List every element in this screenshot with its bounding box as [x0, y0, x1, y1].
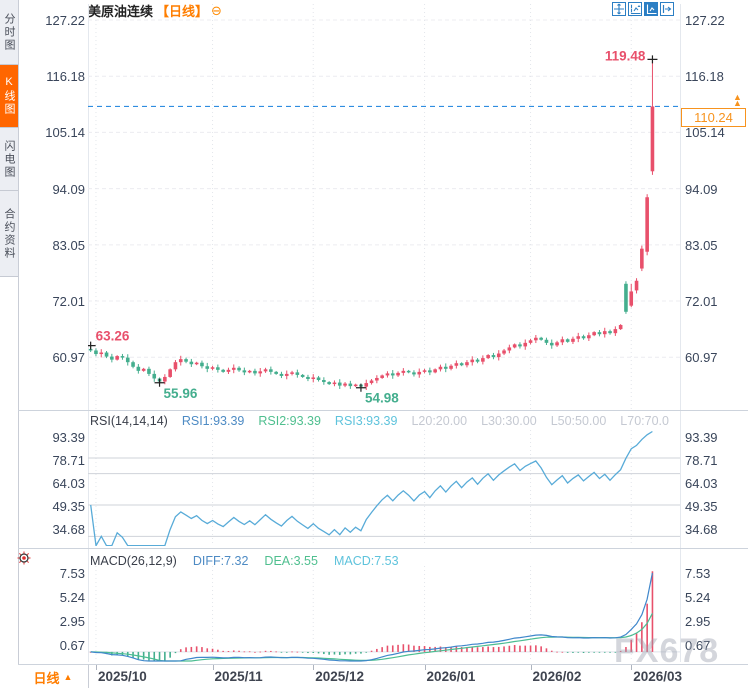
- month-tick: [212, 665, 214, 670]
- price-up-arrows: ▲ ▲: [733, 92, 742, 108]
- rsi2-value: RSI2:93.39: [258, 414, 321, 428]
- price-axis-label-left: 60.97: [52, 350, 85, 366]
- price-axis-label-left: 127.22: [45, 13, 85, 28]
- macd-axis-label-left: 5.24: [59, 590, 85, 605]
- rsi-axis-label-right: 78.71: [685, 453, 718, 468]
- svg-text:119.48: 119.48: [605, 48, 646, 63]
- chart-toolbar: [612, 2, 674, 16]
- period-tag: 【日线】: [156, 3, 209, 19]
- macd-axis-label-left: 0.67: [59, 638, 85, 653]
- macd-axis-label-right: 7.53: [685, 566, 711, 581]
- axis-scale-icon[interactable]: [644, 2, 658, 16]
- instrument-title: 美原油连续: [88, 3, 154, 19]
- macd-axis-label-left: 7.53: [59, 566, 85, 581]
- rsi-axis-label-right: 64.03: [685, 476, 718, 491]
- month-tick: [530, 665, 532, 670]
- pan-right-icon[interactable]: [660, 2, 674, 16]
- period-selector[interactable]: 日线 ▲: [18, 665, 89, 688]
- rsi-panel-chart[interactable]: [88, 430, 680, 546]
- sidebar-tab-timeline[interactable]: 分时图: [0, 0, 18, 65]
- price-axis-label-right: 94.09: [685, 181, 718, 197]
- rsi-axis-label-right: 93.39: [685, 430, 718, 445]
- rsi-axis-label-left: 49.35: [52, 499, 85, 514]
- price-axis-label-right: 105.14: [685, 125, 725, 141]
- price-axis-label-left: 116.18: [46, 69, 85, 85]
- rsi1-value: RSI1:93.39: [181, 414, 245, 428]
- svg-text:54.98: 54.98: [365, 391, 399, 406]
- price-axis-label-left: 94.09: [52, 181, 85, 197]
- bottom-bar: 日线 ▲ 2025/10 2025/11 2025/12 2026/01 2026/02…: [18, 664, 748, 688]
- date-label: 2025/11: [214, 669, 263, 684]
- left-tab-sidebar: 分时图 K线图 闪电图 合约资料: [0, 0, 19, 688]
- month-tick: [313, 665, 315, 670]
- price-axis-label-right: 72.01: [685, 294, 718, 310]
- rsi-header: RSI(14,14,14) RSI1:93.39 RSI2:93.39 RSI3…: [90, 414, 669, 430]
- candlestick-chart[interactable]: 63.26 55.96 54.98 119.48: [88, 4, 680, 410]
- diff-value: DIFF:7.32: [192, 554, 249, 568]
- sidebar-tab-lightning[interactable]: 闪电图: [0, 128, 18, 191]
- svg-text:63.26: 63.26: [96, 329, 130, 344]
- sidebar-tab-contract-info[interactable]: 合约资料: [0, 191, 18, 277]
- collapse-icon[interactable]: ⊖: [211, 2, 222, 18]
- period-label: 日线: [33, 670, 60, 686]
- rsi-level-50: L50:50.00: [550, 414, 607, 428]
- macd-axis-label-right: 0.67: [685, 638, 711, 653]
- rsi-axis-label-left: 34.68: [52, 522, 85, 537]
- crosshair-move-icon[interactable]: [612, 2, 626, 16]
- macd-name: MACD(26,12,9): [90, 554, 177, 568]
- price-axis-label-right: 83.05: [685, 237, 718, 253]
- macd-axis-label-left: 2.95: [59, 614, 85, 629]
- month-tick: [424, 665, 426, 670]
- period-arrow-icon: ▲: [63, 672, 73, 682]
- divider-rsi-macd: [18, 548, 748, 549]
- date-label: 2025/10: [97, 669, 147, 684]
- price-axis-label-right: 116.18: [685, 69, 724, 85]
- rsi-axis-label-left: 78.71: [52, 453, 85, 468]
- price-axis-label-left: 83.05: [52, 237, 85, 253]
- macd-axis-label-right: 5.24: [685, 590, 711, 605]
- watermark: FX678: [614, 632, 720, 670]
- last-price-tag: 110.24: [681, 108, 746, 127]
- macd-value: MACD:7.53: [333, 554, 399, 568]
- rsi3-value: RSI3:93.39: [334, 414, 398, 428]
- price-axis-label-left: 105.14: [45, 125, 85, 141]
- rsi-level-70: L70:70.0: [620, 414, 669, 428]
- price-axis-label-right: 60.97: [685, 350, 718, 366]
- plot-right-border: [680, 4, 681, 662]
- month-tick: [631, 665, 633, 670]
- rsi-name: RSI(14,14,14): [90, 414, 168, 428]
- sidebar-tab-kline[interactable]: K线图: [0, 65, 18, 128]
- date-label: 2026/01: [426, 669, 476, 684]
- date-label: 2025/12: [315, 669, 365, 684]
- price-axis-label-left: 72.01: [52, 294, 85, 310]
- dea-value: DEA:3.55: [264, 554, 318, 568]
- chart-titlebar: 美原油连续 【日线】 ⊖: [88, 2, 222, 19]
- macd-settings-icon[interactable]: [17, 551, 31, 565]
- rsi-axis-label-left: 93.39: [52, 430, 85, 445]
- price-axis-label-right: 127.22: [685, 13, 725, 28]
- date-label: 2026/02: [532, 669, 582, 684]
- rsi-level-20: L20:20.00: [411, 414, 468, 428]
- rsi-axis-label-right: 34.68: [685, 522, 718, 537]
- macd-axis-label-right: 2.95: [685, 614, 711, 629]
- rsi-axis-label-left: 64.03: [52, 476, 85, 491]
- date-label: 2026/03: [633, 669, 683, 684]
- rsi-axis-label-right: 49.35: [685, 499, 718, 514]
- svg-text:55.96: 55.96: [164, 386, 198, 401]
- macd-header: MACD(26,12,9) DIFF:7.32 DEA:3.55 MACD:7.…: [90, 554, 399, 570]
- rsi-level-30: L30:30.00: [481, 414, 537, 428]
- divider-main-rsi: [18, 410, 748, 411]
- plot-left-border: [88, 4, 89, 662]
- macd-panel-chart[interactable]: [88, 566, 680, 662]
- month-tick: [95, 665, 97, 670]
